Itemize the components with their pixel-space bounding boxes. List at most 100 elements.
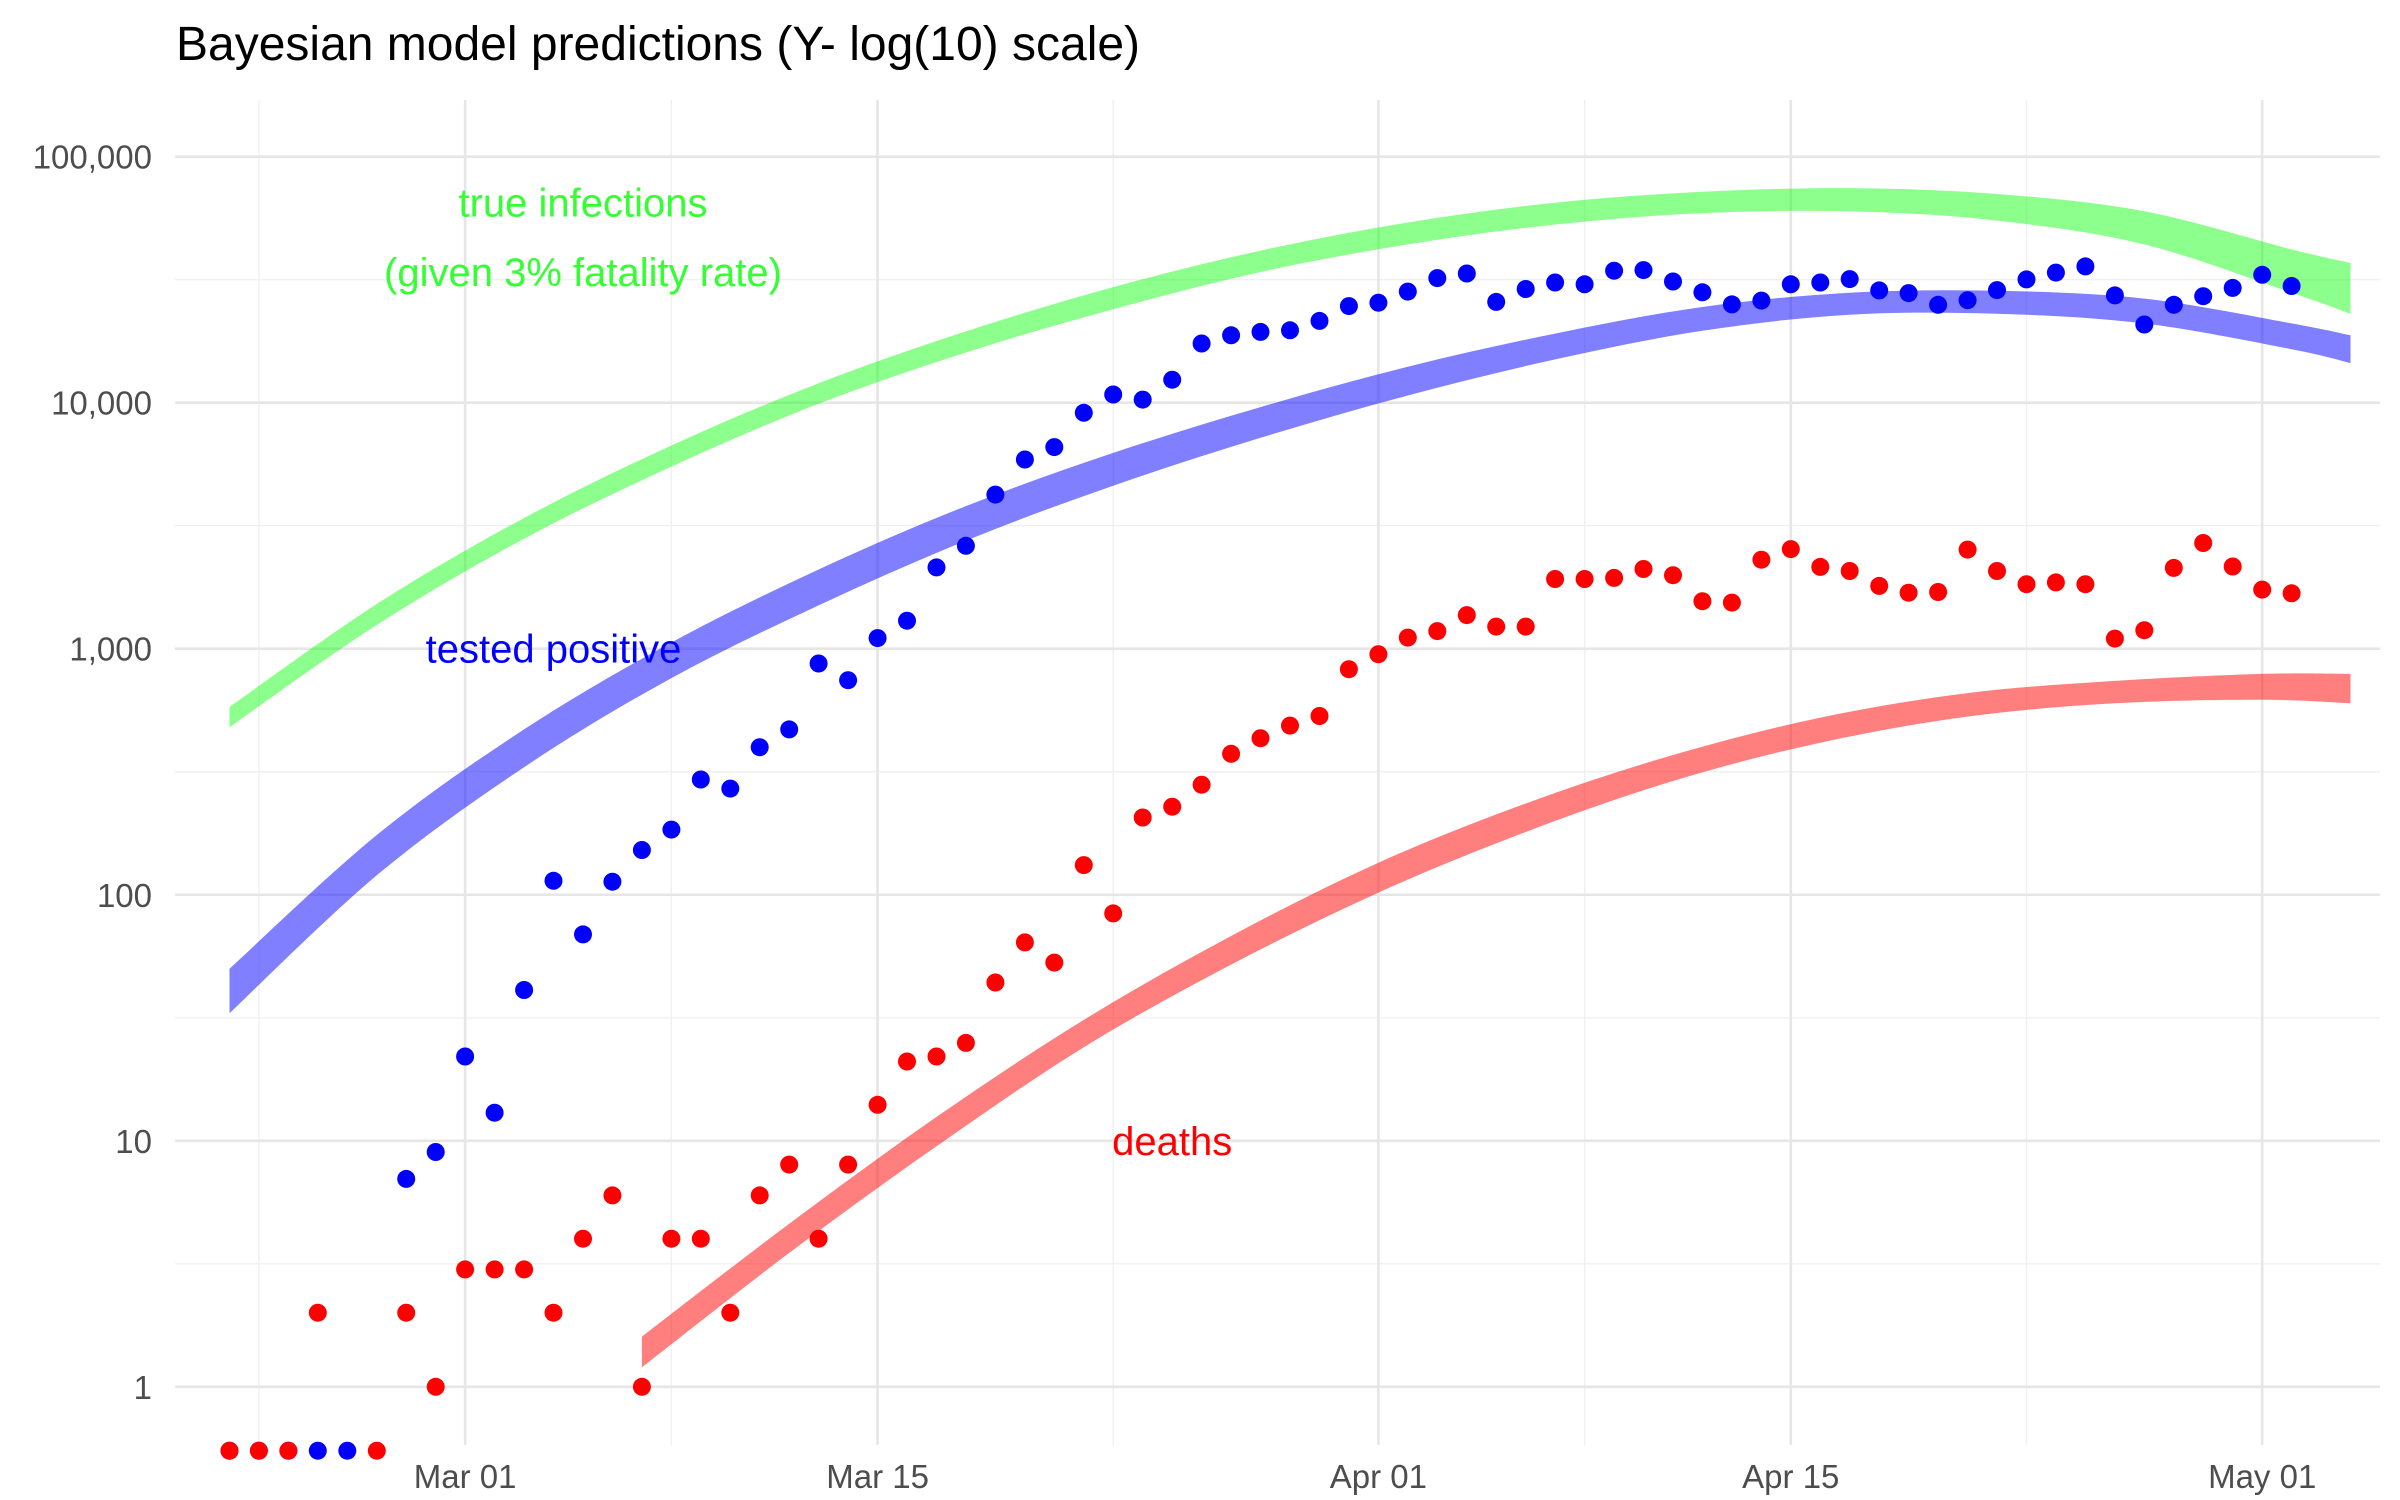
death-point xyxy=(1958,540,1977,559)
death-point xyxy=(750,1186,769,1205)
tested-positive-point xyxy=(809,654,828,673)
tested-positive-point xyxy=(1074,403,1093,422)
tested-positive-point xyxy=(515,981,534,999)
tested-positive-point xyxy=(1693,283,1712,302)
death-point xyxy=(956,1033,975,1052)
death-point xyxy=(2046,573,2065,592)
death-point xyxy=(1664,566,1682,585)
death-point xyxy=(839,1155,858,1174)
gridlines xyxy=(175,100,2380,1445)
tested-positive-point xyxy=(574,925,592,944)
death-point xyxy=(1546,570,1565,588)
death-point xyxy=(1428,622,1447,641)
death-point xyxy=(1781,540,1800,559)
death-point xyxy=(2223,557,2242,576)
death-point xyxy=(1015,933,1034,952)
death-point xyxy=(1929,583,1948,601)
tested-positive-point xyxy=(1339,297,1358,316)
tested-positive-point xyxy=(1722,295,1741,314)
death-point xyxy=(1192,775,1211,794)
tested-positive-point xyxy=(1222,326,1241,345)
death-point xyxy=(662,1229,681,1248)
tested-positive-point xyxy=(2164,295,2183,314)
death-point xyxy=(780,1155,799,1174)
tested-positive-point xyxy=(1398,282,1417,301)
death-point xyxy=(2135,621,2154,640)
tested-positive-point xyxy=(1104,385,1123,404)
death-point xyxy=(2282,584,2301,603)
death-point xyxy=(515,1260,534,1279)
death-point xyxy=(632,1377,651,1396)
tested-positive-point xyxy=(1988,281,2006,300)
tested-positive-point xyxy=(1840,270,1859,289)
tested-positive-point xyxy=(2253,265,2272,284)
death-point xyxy=(2194,534,2213,552)
death-point xyxy=(1634,560,1653,578)
y-tick-label: 100 xyxy=(97,877,152,914)
chart-title: Bayesian model predictions (Y- log(10) s… xyxy=(176,18,1140,71)
tested-positive-point xyxy=(1516,280,1535,298)
tested-positive-point xyxy=(2076,257,2095,276)
tested-positive-point xyxy=(1752,291,1771,310)
x-tick-label: Apr 01 xyxy=(1330,1458,1427,1495)
tested-positive-point xyxy=(1133,390,1152,409)
death-point xyxy=(2253,580,2272,599)
death-point xyxy=(1752,550,1771,569)
death-point xyxy=(868,1095,887,1114)
tested-positive-point xyxy=(2282,277,2301,295)
death-point xyxy=(397,1303,416,1322)
tested-positive-point xyxy=(1546,273,1565,292)
death-point xyxy=(1457,606,1476,625)
band-true-infections xyxy=(229,188,2351,728)
death-point xyxy=(279,1441,298,1460)
death-point xyxy=(986,973,1005,992)
annotations: true infections (given 3% fatality rate) t… xyxy=(384,182,1232,1164)
death-point xyxy=(1369,645,1388,664)
death-point xyxy=(1398,628,1417,647)
tested-positive-point xyxy=(1899,284,1918,303)
tested-positive-point xyxy=(1781,275,1800,294)
tested-positive-point xyxy=(1664,272,1682,291)
tested-positive-point xyxy=(986,485,1005,504)
death-point xyxy=(485,1260,504,1279)
tested-positive-point xyxy=(691,770,710,789)
death-point xyxy=(2017,575,2036,594)
death-point xyxy=(2105,629,2124,648)
death-point xyxy=(1811,557,1830,576)
death-point xyxy=(1840,562,1859,580)
tested-positive-point xyxy=(338,1441,357,1460)
y-tick-label: 10,000 xyxy=(51,385,152,422)
tested-positive-point xyxy=(632,841,651,859)
y-tick-label: 100,000 xyxy=(33,139,152,176)
tested-positive-point xyxy=(1605,261,1624,280)
death-point xyxy=(367,1441,386,1460)
tested-positive-point xyxy=(1575,275,1594,294)
death-point xyxy=(2076,575,2095,594)
tested-positive-point xyxy=(1281,321,1299,340)
tested-positive-point xyxy=(308,1441,327,1460)
death-point xyxy=(456,1260,475,1279)
death-point xyxy=(249,1441,268,1460)
death-point xyxy=(1870,576,1889,595)
annotation-label: true infections xyxy=(458,182,707,226)
tested-positive-point xyxy=(1457,264,1476,283)
tested-positive-point xyxy=(2194,287,2213,306)
x-tick-label: Mar 15 xyxy=(826,1458,929,1495)
tested-positive-point xyxy=(1251,322,1270,341)
annotation-label: (given 3% fatality rate) xyxy=(384,251,782,295)
x-tick-label: Mar 01 xyxy=(414,1458,517,1495)
tested-positive-point xyxy=(397,1169,416,1188)
death-point xyxy=(603,1186,622,1205)
tested-positive-point xyxy=(839,671,858,690)
death-point xyxy=(1251,729,1270,748)
tested-positive-point xyxy=(898,611,916,630)
tested-positive-point xyxy=(2105,286,2124,305)
annotation-label: deaths xyxy=(1112,1120,1232,1164)
death-point xyxy=(1222,744,1241,763)
death-point xyxy=(1899,583,1918,602)
tested-positive-point xyxy=(927,558,946,577)
death-point xyxy=(1163,797,1182,816)
tested-positive-point xyxy=(1870,281,1889,300)
prediction-bands xyxy=(229,188,2351,1368)
x-tick-label: Apr 15 xyxy=(1742,1458,1839,1495)
